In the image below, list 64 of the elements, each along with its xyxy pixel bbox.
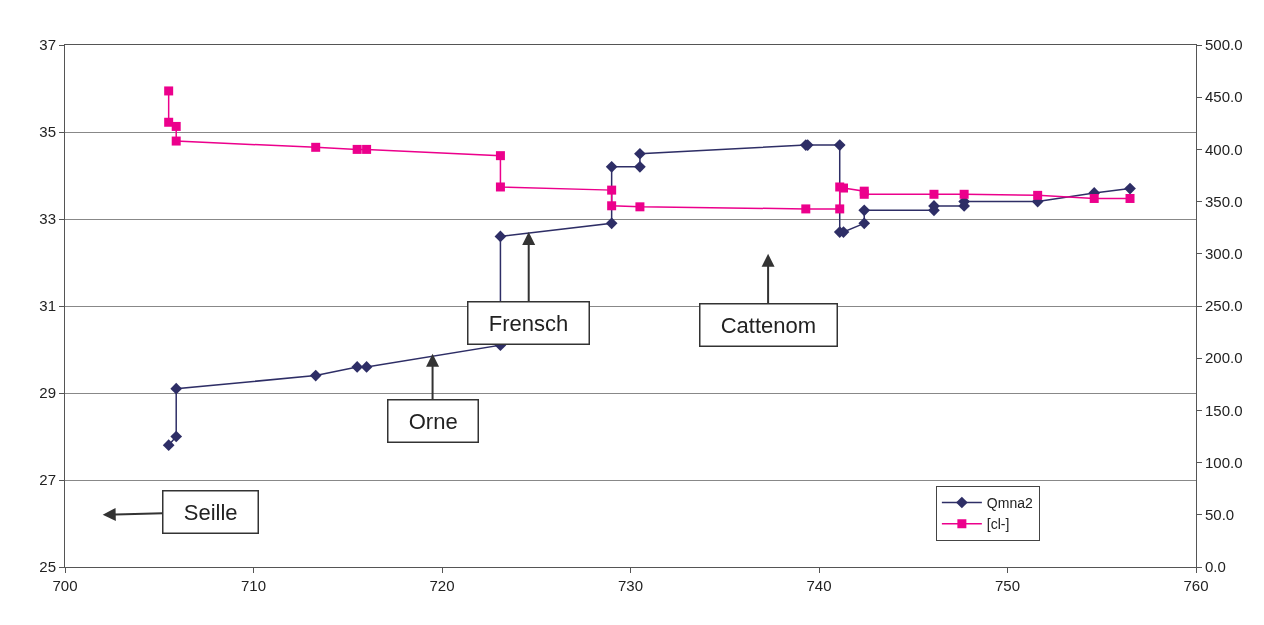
point [835,204,845,214]
point [311,142,321,152]
point [858,217,871,230]
point [634,147,646,160]
point [607,185,617,195]
point [929,189,939,199]
y-tick-label: 29 [39,384,56,402]
y-tick-label: 35 [39,123,56,141]
point [635,202,645,212]
y-tick-label: 33 [39,210,56,228]
point [170,430,183,443]
x-tick-label: 740 [806,577,832,594]
point [1124,182,1136,195]
y2-tick-label: 250.0 [1205,297,1243,315]
y2-tick-label: 350.0 [1205,192,1243,210]
y2-tick-label: 100.0 [1205,453,1243,471]
y2-tick-label: 400.0 [1205,140,1243,158]
y2-tick-label: 450.0 [1205,88,1243,106]
y-tick-label: 25 [39,558,56,576]
point [607,201,617,211]
point [495,151,505,161]
annotation: Frensch [476,310,581,336]
point [309,369,322,382]
x-tick-label: 700 [52,577,78,594]
point [162,439,175,452]
y-tick-label: 27 [39,471,56,489]
annotation: Orne [396,408,470,434]
point [362,144,372,154]
point [833,139,846,151]
y2-tick-label: 50.0 [1205,506,1235,524]
point [1089,193,1099,203]
y2-tick-label: 0.0 [1205,558,1226,576]
y2-tick-label: 200.0 [1205,349,1243,367]
annotation: Cattenom [708,312,829,338]
point [858,204,871,217]
point [352,144,362,154]
point [605,160,618,173]
point [164,86,174,96]
point [495,182,505,192]
y-tick-label: 37 [39,36,56,54]
x-tick-label: 730 [617,577,644,594]
y2-tick-label: 500.0 [1205,36,1243,54]
point [1033,190,1043,200]
point [801,204,811,214]
annotation: Seille [171,499,250,525]
legend-label: [cl-] [986,516,1010,533]
y2-tick-label: 150.0 [1205,401,1243,419]
point [494,230,507,243]
point [164,117,174,127]
point [605,217,618,230]
y2-tick-label: 300.0 [1205,245,1243,263]
y-tick-label: 31 [39,297,56,315]
point [1125,193,1135,203]
legend-label: Qmna2 [986,494,1033,511]
x-tick-label: 710 [240,577,267,594]
point [170,382,183,395]
point [171,121,181,131]
point [959,189,969,199]
x-tick-label: 720 [429,577,455,594]
point [634,160,646,173]
x-tick-label: 750 [994,577,1021,594]
x-tick-label: 760 [1183,577,1209,594]
point [839,183,848,193]
point [171,136,181,146]
